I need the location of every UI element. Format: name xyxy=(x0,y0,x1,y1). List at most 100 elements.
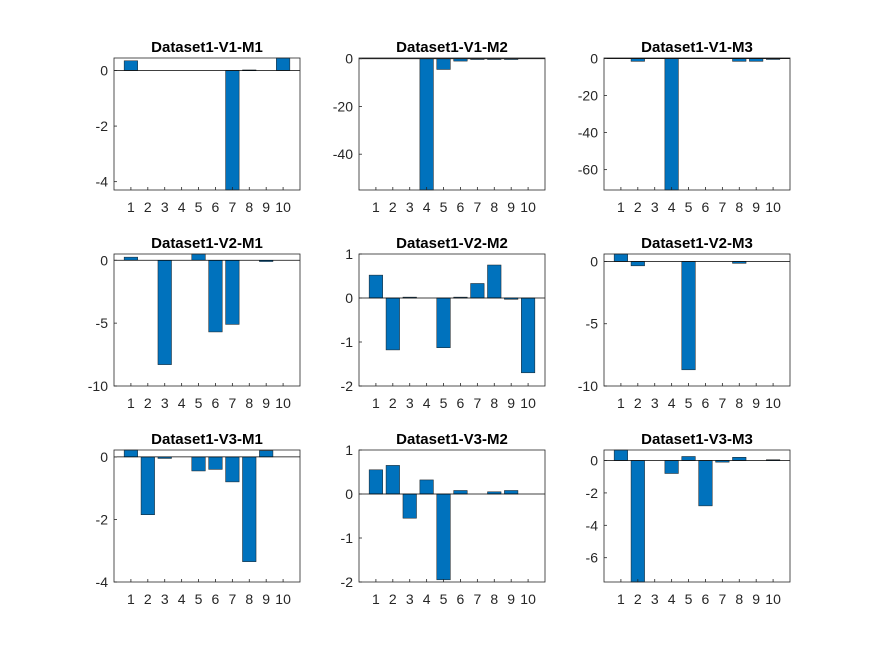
subplot: Dataset1-V1-M2 0 -20 -40 1 2 3 4 5 6 7 8 9 10 xyxy=(333,39,546,215)
x-tick-label: 6 xyxy=(457,591,465,607)
axes-box xyxy=(603,253,791,387)
y-tick-label: 1 xyxy=(345,442,353,458)
y-tick-label: 0 xyxy=(345,51,353,67)
x-tick-label: 6 xyxy=(212,591,220,607)
x-tick-label: 8 xyxy=(735,199,743,215)
x-tick-label: 9 xyxy=(262,395,270,411)
x-tick-label: 7 xyxy=(228,395,236,411)
plot-area xyxy=(604,254,790,386)
y-tick-label: -20 xyxy=(333,98,353,114)
bar xyxy=(732,457,747,461)
x-tick-label: 3 xyxy=(406,199,414,215)
bar xyxy=(436,58,451,70)
y-tick-label: -2 xyxy=(586,485,599,501)
x-tick-label: 10 xyxy=(275,199,291,215)
axes-box xyxy=(358,57,546,191)
y-tick-label: -1 xyxy=(341,334,354,350)
bar xyxy=(613,449,628,461)
bar xyxy=(681,456,696,461)
bar xyxy=(630,460,645,583)
axes-box xyxy=(113,57,301,191)
subplot-title: Dataset1-V2-M2 xyxy=(396,235,508,252)
x-tick-label: 2 xyxy=(389,591,397,607)
y-tick-label: -2 xyxy=(341,378,354,394)
x-tick-label: 1 xyxy=(617,395,625,411)
bar xyxy=(470,283,485,299)
y-tick-label: -2 xyxy=(341,574,354,590)
x-tick-label: 7 xyxy=(228,591,236,607)
y-tick-label: 0 xyxy=(100,63,108,79)
x-tick-label: 6 xyxy=(457,395,465,411)
y-tick-label: -60 xyxy=(578,162,598,178)
bar xyxy=(436,297,451,348)
x-tick-label: 5 xyxy=(195,199,203,215)
subplot-title: Dataset1-V2-M1 xyxy=(151,235,263,252)
bar xyxy=(630,58,645,62)
x-tick-label: 4 xyxy=(668,591,676,607)
x-tick-label: 2 xyxy=(144,591,152,607)
x-tick-label: 9 xyxy=(507,199,515,215)
bar xyxy=(123,256,138,261)
x-tick-label: 1 xyxy=(372,591,380,607)
axes-box xyxy=(113,449,301,583)
x-tick-label: 1 xyxy=(127,395,135,411)
subplot: Dataset1-V1-M1 0 -2 -4 1 2 3 4 5 6 7 8 9 10 xyxy=(96,39,301,215)
y-tick-label: 0 xyxy=(590,253,598,269)
axes-box xyxy=(358,253,546,387)
y-tick-label: 0 xyxy=(100,449,108,465)
bar xyxy=(225,70,240,191)
x-tick-label: 7 xyxy=(473,591,481,607)
plot-area xyxy=(604,58,790,190)
x-tick-label: 9 xyxy=(752,199,760,215)
bar xyxy=(681,261,696,371)
bar xyxy=(664,58,679,191)
axes-box xyxy=(603,449,791,583)
y-tick-label: 0 xyxy=(590,51,598,67)
x-tick-label: 5 xyxy=(195,591,203,607)
x-tick-label: 10 xyxy=(765,395,781,411)
x-tick-label: 2 xyxy=(389,395,397,411)
x-tick-label: 9 xyxy=(262,199,270,215)
subplot: Dataset1-V3-M3 0 -2 -4 -6 1 2 3 4 5 6 7 8 9 10 xyxy=(586,431,791,607)
bar xyxy=(368,469,383,495)
bar xyxy=(521,297,536,374)
x-tick-label: 5 xyxy=(440,591,448,607)
x-tick-label: 10 xyxy=(765,591,781,607)
x-tick-label: 3 xyxy=(161,395,169,411)
bar xyxy=(225,260,240,325)
x-tick-label: 8 xyxy=(490,395,498,411)
bar xyxy=(368,274,383,299)
bar xyxy=(385,297,400,351)
x-tick-label: 3 xyxy=(651,591,659,607)
x-tick-label: 2 xyxy=(634,591,642,607)
y-tick-label: 0 xyxy=(590,453,598,469)
y-tick-label: -4 xyxy=(96,574,109,590)
x-tick-label: 2 xyxy=(634,199,642,215)
x-tick-label: 9 xyxy=(752,395,760,411)
subplot: Dataset1-V3-M1 0 -2 -4 1 2 3 4 5 6 7 8 9 10 xyxy=(96,431,301,607)
bar xyxy=(123,60,138,71)
x-tick-label: 4 xyxy=(668,199,676,215)
x-tick-label: 10 xyxy=(520,591,536,607)
y-tick-label: -2 xyxy=(96,511,109,527)
x-tick-label: 4 xyxy=(178,395,186,411)
x-tick-label: 7 xyxy=(718,591,726,607)
subplot: Dataset1-V2-M3 0 -5 -10 1 2 3 4 5 6 7 8 9 10 xyxy=(578,235,791,411)
subplot-title: Dataset1-V1-M2 xyxy=(396,39,508,56)
x-tick-label: 8 xyxy=(245,395,253,411)
x-tick-label: 9 xyxy=(262,591,270,607)
x-tick-label: 6 xyxy=(702,591,710,607)
x-tick-label: 1 xyxy=(617,591,625,607)
x-tick-label: 3 xyxy=(651,395,659,411)
y-tick-label: -5 xyxy=(96,315,109,331)
x-tick-label: 5 xyxy=(440,199,448,215)
x-tick-label: 6 xyxy=(212,199,220,215)
bar xyxy=(487,264,502,299)
x-tick-label: 4 xyxy=(178,199,186,215)
plot-area xyxy=(114,58,300,190)
x-tick-label: 1 xyxy=(617,199,625,215)
bar xyxy=(698,460,713,507)
bar xyxy=(191,456,206,472)
